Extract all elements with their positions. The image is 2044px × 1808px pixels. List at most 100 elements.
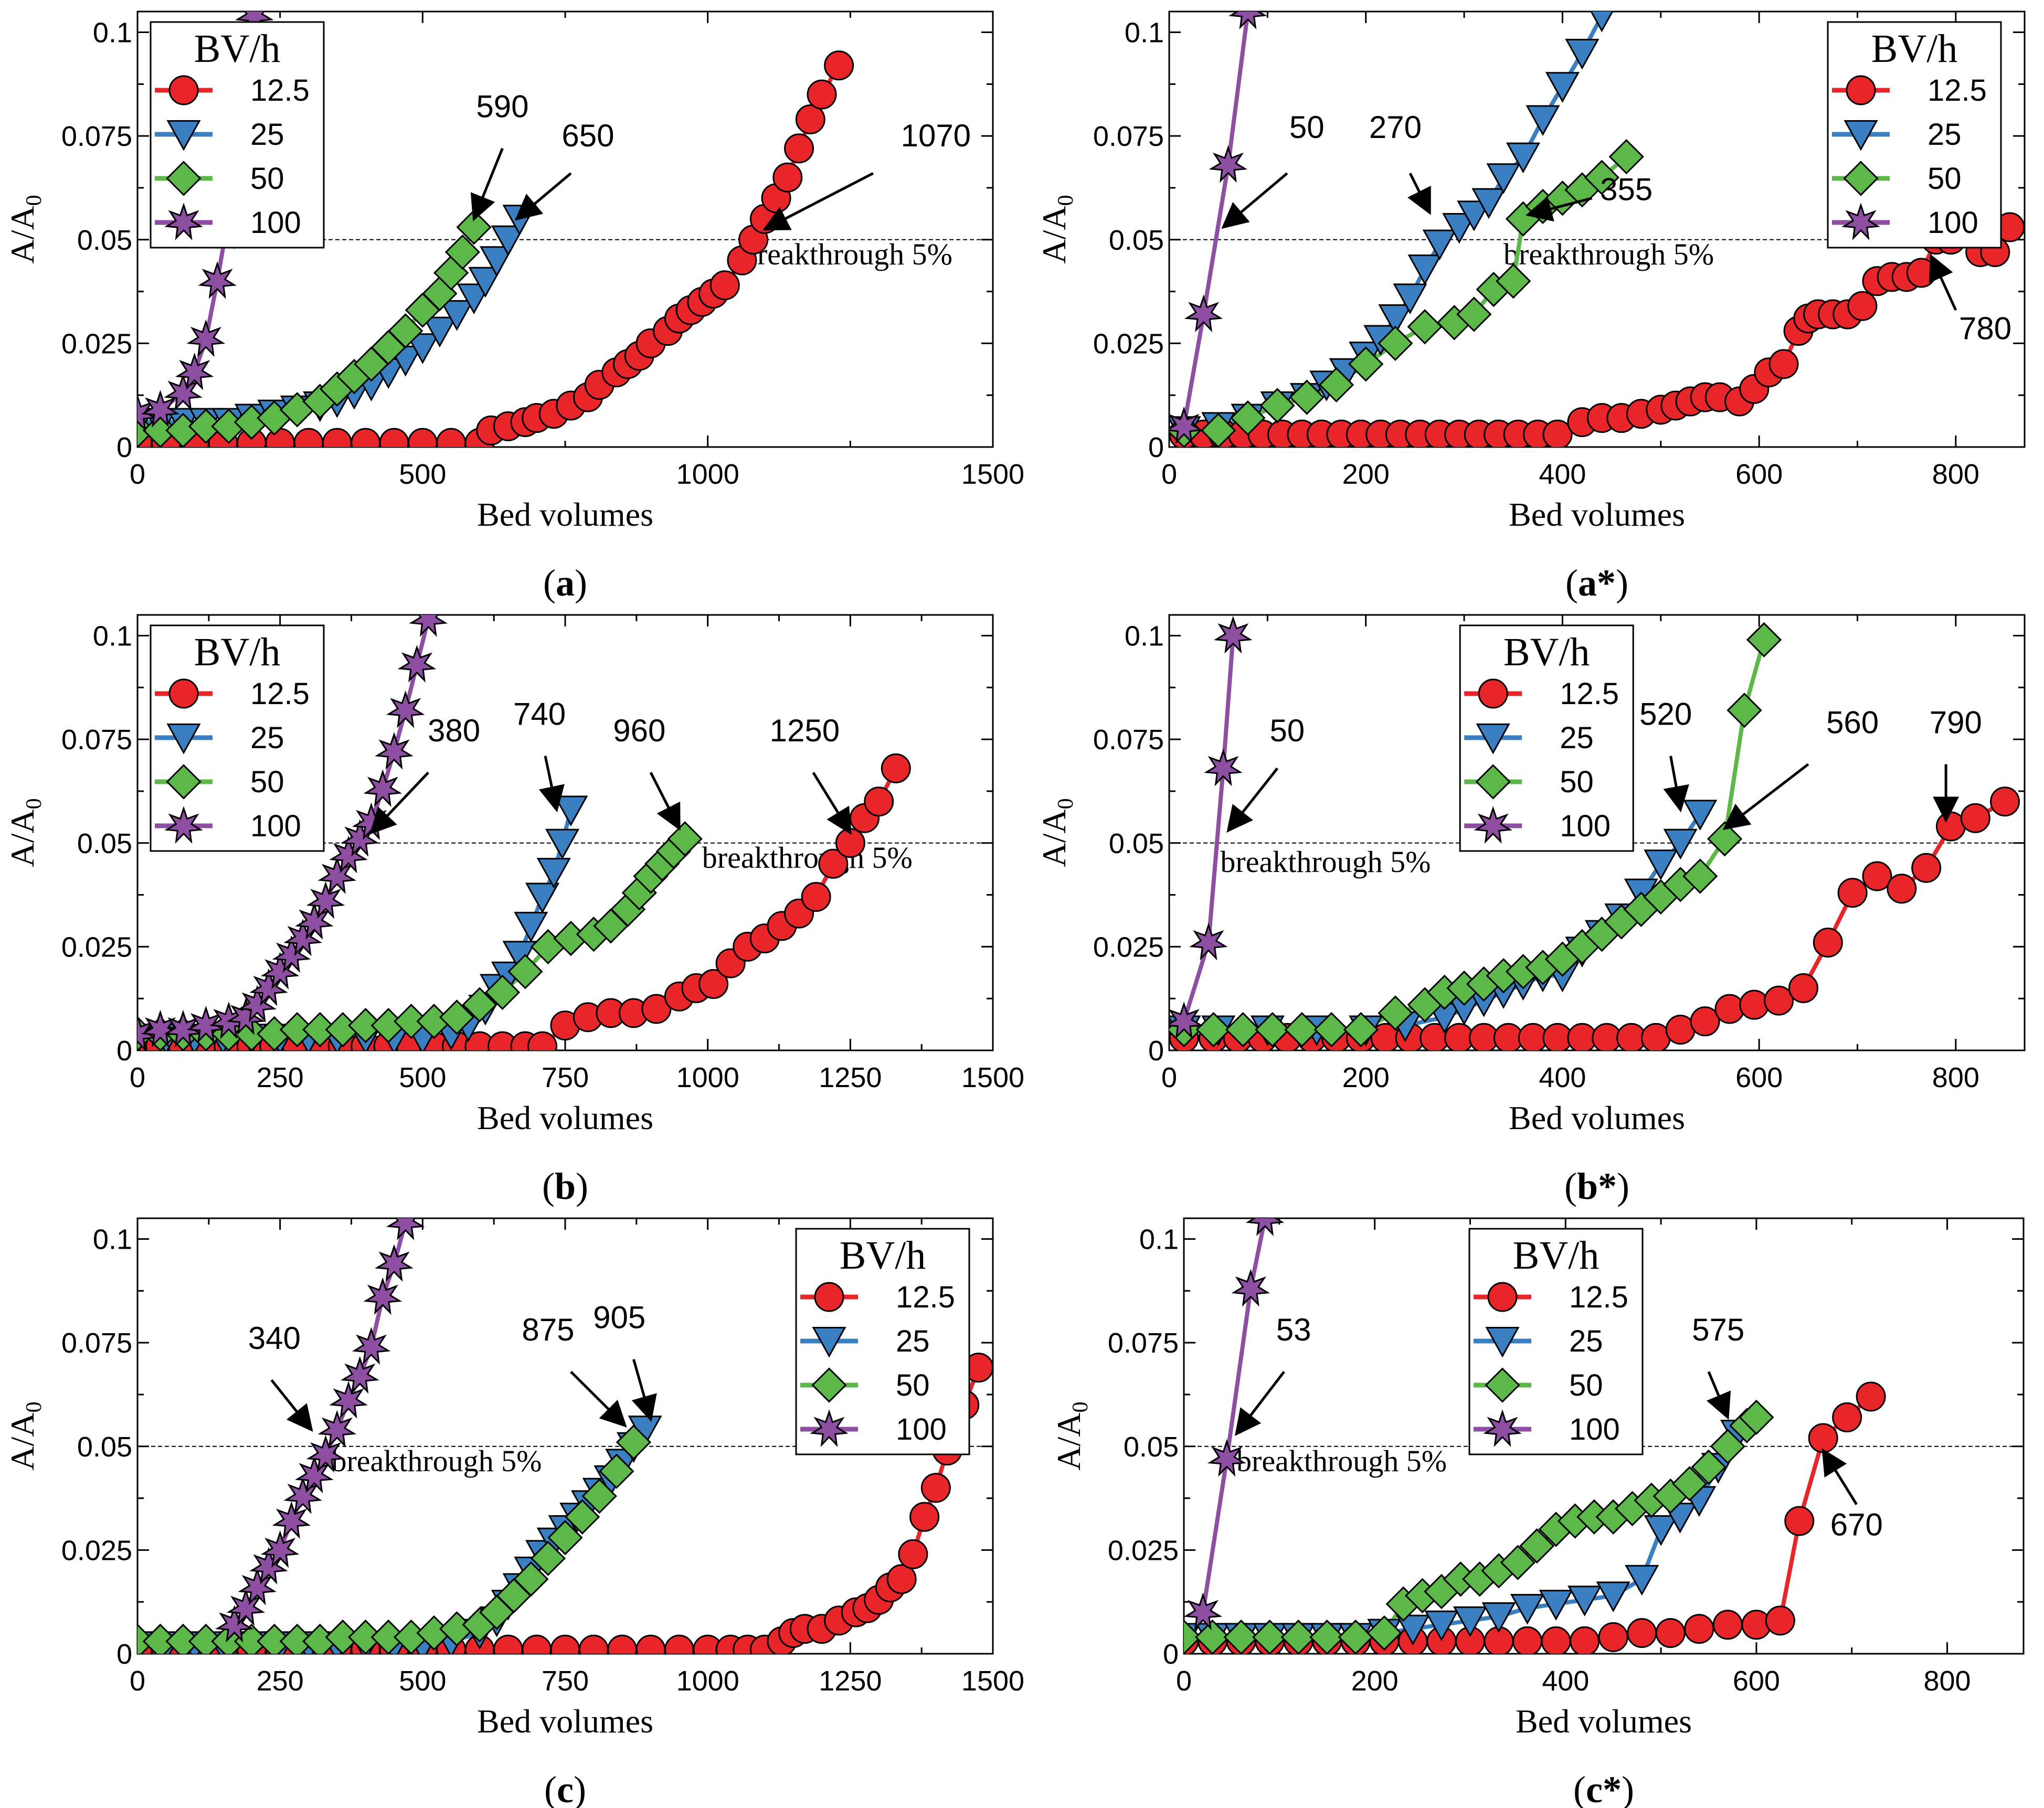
data-point-50: [1348, 346, 1384, 382]
y-tick-label: 0.1: [1139, 1224, 1179, 1256]
legend-label: 50: [896, 1368, 930, 1402]
data-point-50: [1378, 325, 1413, 361]
annotation-label: 670: [1830, 1507, 1883, 1543]
data-point-25: [480, 246, 514, 277]
y-tick-label: 0.05: [1124, 1431, 1179, 1463]
data-point-100: [198, 261, 237, 299]
data-point-50: [616, 1424, 652, 1460]
legend-marker: [1485, 1367, 1520, 1403]
data-point-100: [409, 615, 448, 637]
annotation-label: 380: [428, 713, 480, 748]
legend-label: 100: [896, 1412, 947, 1447]
legend-marker: [1483, 1409, 1522, 1447]
x-axis-title: Bed volumes: [477, 1099, 653, 1136]
data-point-12-5: [1655, 1618, 1686, 1648]
x-tick-label: 200: [1342, 459, 1390, 490]
data-point-100: [386, 1218, 425, 1240]
data-point-25: [1481, 1602, 1516, 1633]
data-point-12-5: [1813, 927, 1843, 958]
data-point-12-5: [1570, 1626, 1600, 1654]
legend-label: 50: [250, 162, 284, 196]
panel-label: (c): [544, 1769, 586, 1808]
x-tick-label: 0: [1161, 1062, 1177, 1093]
data-point-12-5: [709, 270, 740, 301]
legend-marker: [1487, 1282, 1518, 1312]
legend: BV/h12.5 25 50 100: [150, 624, 325, 852]
annotation-label: 790: [1930, 705, 1982, 740]
data-point-12-5: [824, 50, 854, 81]
x-tick-label: 1000: [676, 1665, 739, 1697]
data-point-12-5: [265, 428, 295, 447]
data-point-100: [340, 1356, 379, 1394]
data-point-100: [295, 1455, 334, 1494]
data-point-50: [1255, 1012, 1290, 1048]
data-point-25: [405, 333, 440, 364]
data-point-50: [564, 1499, 600, 1535]
data-point-25: [1486, 163, 1521, 194]
x-tick-label: 0: [1176, 1665, 1192, 1697]
data-point-100: [1209, 145, 1248, 183]
annotation-label: 340: [248, 1321, 301, 1356]
data-point-50: [1223, 1619, 1259, 1654]
annotation-label: 1250: [770, 713, 840, 748]
data-point-25: [1457, 200, 1491, 231]
legend-marker: [166, 120, 201, 151]
x-tick-label: 600: [1735, 459, 1783, 490]
annotation-arrow: [762, 172, 874, 231]
data-point-12-5: [636, 1634, 666, 1654]
legend-marker: [1475, 764, 1511, 800]
data-point-12-5: [818, 848, 849, 879]
data-point-100: [1207, 1439, 1246, 1477]
data-point-100: [260, 1530, 300, 1568]
legend-marker: [1843, 161, 1879, 196]
legend-label: 25: [250, 721, 284, 755]
data-point-12-5: [1788, 973, 1818, 1003]
data-point-100: [1184, 1592, 1223, 1630]
y-axis-title-main: A/A: [4, 809, 41, 867]
data-point-50: [1252, 1619, 1288, 1654]
annotation-arrow: [514, 172, 572, 221]
y-axis-title: A/A0: [4, 1401, 46, 1470]
data-point-50: [439, 999, 475, 1035]
data-point-12-5: [1541, 1626, 1571, 1654]
data-point-25: [1393, 283, 1427, 315]
x-tick-label: 1250: [819, 1062, 882, 1093]
annotation-label: 53: [1276, 1312, 1311, 1347]
annotation-label: 590: [476, 89, 528, 124]
legend-marker: [166, 724, 201, 754]
data-point-50: [1343, 1012, 1379, 1048]
data-point-12-5: [807, 79, 837, 110]
data-point-12-5: [1712, 1610, 1743, 1640]
x-tick-label: 750: [542, 1062, 589, 1093]
annotation-label: 560: [1826, 705, 1879, 740]
y-tick-label: 0.075: [61, 121, 132, 152]
annotation-arrow: [1929, 253, 1957, 311]
annotation-arrow: [812, 772, 852, 835]
x-tick-label: 1500: [961, 1665, 1024, 1697]
series-line-100: [1182, 12, 1250, 427]
annotation-arrow: [1226, 767, 1279, 833]
data-point-100: [375, 732, 414, 770]
data-point-100: [375, 1244, 414, 1282]
x-axis-title: Bed volumes: [477, 496, 653, 533]
legend-label: 12.5: [896, 1280, 955, 1314]
data-point-100: [363, 769, 403, 807]
legend-label: 25: [250, 118, 284, 152]
panel-label: (a): [543, 562, 587, 604]
data-point-100: [164, 373, 203, 411]
chart-panel-a-star: 0 200 400 600 800 0 0.025 0.05 0.075 0.1 Bed volum…: [1035, 10, 2026, 604]
chart-panel-b: 0 250 500 750 1000 1250 150000.0250.050.0750.1…: [4, 614, 1024, 1207]
breakthrough-label: breakthrough 5%: [1220, 845, 1431, 879]
legend-marker: [1485, 1327, 1520, 1358]
annotation-label: 355: [1600, 172, 1653, 207]
data-point-25: [1539, 1590, 1573, 1621]
chart-panel-c: 0 250 500 750 1000 1250 150000.0250.050.0750.1…: [4, 1217, 1024, 1808]
data-point-100: [175, 352, 214, 390]
y-axis-title-main: A/A: [4, 1412, 41, 1470]
x-tick-label: 600: [1733, 1665, 1780, 1697]
y-tick-label: 0.025: [61, 931, 132, 963]
data-point-50: [1230, 400, 1266, 436]
series-group: [1184, 1218, 1886, 1654]
data-point-100: [1204, 748, 1243, 786]
legend-marker: [168, 678, 199, 709]
